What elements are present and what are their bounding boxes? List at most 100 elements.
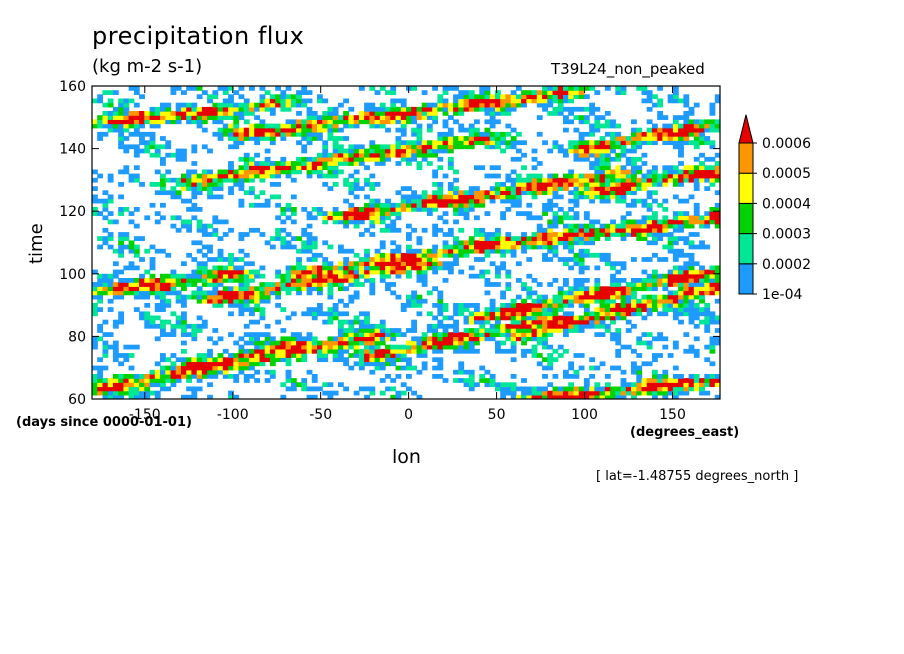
field-cell [468, 94, 475, 100]
field-cell [474, 215, 480, 221]
field-cell [249, 202, 255, 208]
field-cell [233, 106, 240, 112]
field-cell [358, 319, 365, 325]
field-cell [118, 374, 125, 379]
field-cell [186, 86, 193, 91]
y-axis-label: time [26, 223, 47, 264]
field-cell [662, 303, 669, 308]
field-cell [704, 290, 711, 296]
field-cell [92, 336, 98, 342]
field-cell [186, 282, 193, 287]
field-cell [667, 98, 674, 104]
field-cell [364, 361, 370, 367]
field-cell [416, 265, 423, 271]
field-cell [542, 252, 548, 258]
field-cell [102, 111, 109, 116]
field-cell [599, 298, 606, 304]
field-cell [526, 190, 533, 196]
field-cell [275, 161, 282, 166]
field-cell [112, 106, 119, 112]
x-tick-label: 0 [404, 407, 413, 423]
field-cell [699, 136, 705, 141]
field-cell [390, 223, 397, 229]
field-cell [379, 152, 386, 158]
field-cell [693, 169, 700, 175]
field-cell [699, 140, 705, 146]
field-cell [620, 136, 627, 141]
field-cell [186, 223, 193, 229]
field-cell [510, 332, 517, 337]
field-cell [306, 232, 313, 237]
field-cell [285, 265, 292, 271]
field-cell [160, 156, 166, 162]
field-cell [364, 340, 370, 346]
field-cell [547, 219, 554, 225]
field-cell [364, 248, 370, 254]
field-cell [657, 294, 664, 300]
field-cell [631, 394, 637, 399]
field-cell [97, 286, 104, 292]
field-cell [343, 152, 350, 158]
field-cell [536, 294, 543, 300]
field-cell [317, 273, 323, 279]
field-cell [474, 102, 480, 108]
field-cell [709, 140, 716, 146]
field-cell [123, 148, 130, 154]
field-cell [704, 219, 711, 225]
field-cell [610, 265, 616, 271]
field-cell [369, 140, 376, 146]
field-cell [186, 273, 193, 279]
field-cell [641, 282, 648, 287]
field-cell [249, 286, 255, 292]
field-cell [285, 98, 292, 104]
field-cell [442, 248, 449, 254]
field-cell [589, 127, 596, 133]
field-cell [652, 294, 658, 300]
field-cell [374, 106, 381, 112]
field-cell [411, 323, 418, 329]
field-cell [191, 374, 198, 379]
field-cell [191, 194, 198, 200]
field-cell [453, 202, 459, 208]
field-cell [285, 106, 292, 112]
field-cell [369, 286, 376, 292]
field-cell [489, 236, 496, 241]
field-cell [453, 186, 459, 191]
field-cell [217, 290, 224, 296]
field-cell [280, 382, 287, 388]
field-cell [390, 148, 397, 154]
field-cell [311, 336, 318, 342]
field-cell [667, 140, 674, 146]
field-cell [280, 123, 287, 129]
field-cell [364, 328, 370, 333]
field-cell [238, 273, 245, 279]
field-cell [563, 86, 569, 91]
field-cell [500, 215, 507, 221]
field-cell [269, 282, 276, 287]
field-cell [154, 361, 161, 367]
field-cell [280, 240, 287, 246]
field-cell [631, 298, 637, 304]
field-cell [311, 378, 318, 383]
field-cell [688, 119, 695, 125]
field-cell [374, 365, 381, 371]
field-cell [118, 252, 125, 258]
field-cell [165, 282, 172, 287]
field-cell [306, 269, 313, 275]
field-cell [379, 106, 386, 112]
field-cell [704, 328, 711, 333]
field-cell [604, 286, 611, 292]
field-cell [249, 332, 255, 337]
field-cell [531, 186, 538, 191]
field-cell [505, 98, 512, 104]
field-cell [589, 223, 596, 229]
field-cell [322, 390, 329, 396]
field-cell [259, 106, 266, 112]
field-cell [123, 390, 130, 396]
field-cell [583, 119, 590, 125]
field-cell [474, 194, 480, 200]
field-cell [217, 269, 224, 275]
field-cell [704, 286, 711, 292]
field-cell [536, 303, 543, 308]
field-cell [343, 136, 350, 141]
